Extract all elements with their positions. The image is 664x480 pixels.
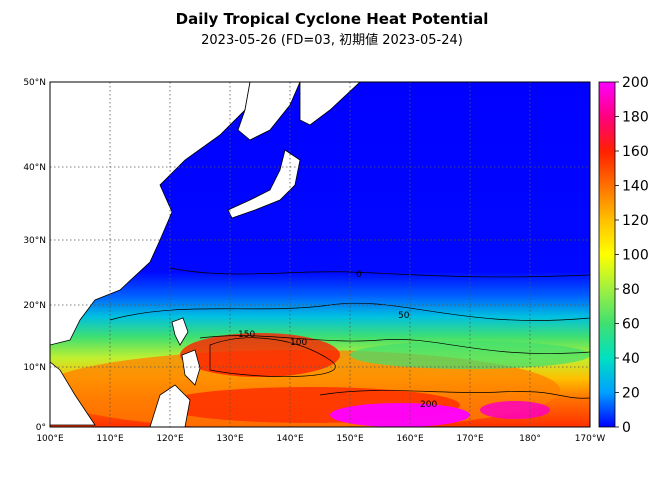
contour-100: [199, 335, 590, 354]
contour-150: [209, 337, 336, 377]
lon-label: 170°E: [456, 434, 484, 444]
lat-label: 10°N: [23, 363, 46, 373]
malay-peninsula: [50, 361, 96, 426]
map-plot-area: 0 50 100 150 200: [50, 82, 590, 427]
contour-0: [169, 267, 590, 278]
latitude-labels: 0° 10°N 20°N 30°N 40°N 50°N: [23, 78, 46, 433]
contour-label-0: 0: [356, 270, 362, 280]
hot-core: [180, 333, 340, 377]
colorbar-tick-label: 180: [622, 110, 649, 126]
lon-label: 130°E: [216, 434, 244, 444]
chart-subtitle: 2023-05-26 (FD=03, 初期値 2023-05-24): [201, 33, 463, 48]
lat-label: 20°N: [23, 301, 46, 311]
colorbar: [598, 81, 616, 428]
lon-label: 180°: [519, 434, 541, 444]
sakhalin-area: [237, 82, 301, 141]
colorbar-tick-label: 40: [622, 351, 640, 367]
contour-label-200: 200: [420, 400, 437, 410]
contour-lines: [109, 267, 590, 399]
contour-label-50: 50: [398, 311, 410, 321]
lon-label: 140°E: [276, 434, 304, 444]
lon-label: 160°E: [396, 434, 424, 444]
lon-label: 100°E: [36, 434, 64, 444]
mindanao: [181, 349, 201, 386]
kamchatka-area: [299, 82, 361, 126]
contour-label-100: 100: [290, 338, 307, 348]
colorbar-tick-label: 200: [622, 75, 649, 91]
lat-label: 50°N: [23, 78, 46, 88]
contour-200: [319, 390, 590, 399]
colorbar-tick-label: 60: [622, 317, 640, 333]
colorbar-tick-label: 0: [622, 420, 631, 436]
colorbar-ticks: 0 20 40 60 80 100 120 140 160 180 200: [615, 75, 649, 436]
lon-label: 120°E: [156, 434, 184, 444]
lat-label: 0°: [36, 423, 46, 433]
contour-label-150: 150: [238, 330, 255, 340]
colorbar-tick-label: 140: [622, 179, 649, 195]
lon-label: 170°W: [575, 434, 606, 444]
colorbar-tick-label: 20: [622, 386, 640, 402]
asia-mainland: [50, 82, 251, 346]
colorbar-tick-label: 80: [622, 282, 640, 298]
graticule: [50, 82, 590, 427]
colorbar-tick-label: 100: [622, 248, 649, 264]
lat-label: 30°N: [23, 236, 46, 246]
lon-label: 110°E: [96, 434, 124, 444]
luzon: [171, 317, 189, 346]
map-frame: [49, 81, 591, 428]
lat-label: 40°N: [23, 163, 46, 173]
colorbar-tick-label: 120: [622, 213, 649, 229]
max-core: [330, 403, 470, 427]
longitude-labels: 100°E 110°E 120°E 130°E 140°E 150°E 160°E 170°E…: [36, 434, 605, 444]
chart-title: Daily Tropical Cyclone Heat Potential: [175, 10, 489, 28]
max-core-east: [480, 401, 550, 419]
lon-label: 150°E: [336, 434, 364, 444]
colorbar-tick-label: 160: [622, 144, 649, 160]
